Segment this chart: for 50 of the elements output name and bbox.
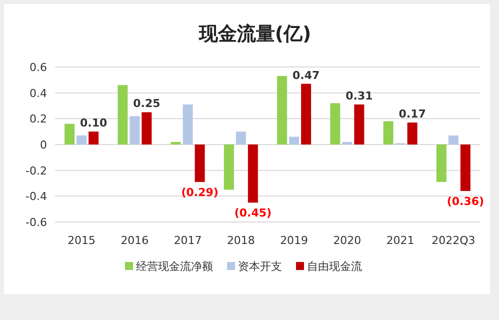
x-tick-label: 2018 [226, 234, 255, 247]
bar [170, 142, 181, 144]
bar [407, 122, 418, 144]
data-label: (0.36) [446, 195, 484, 208]
bar [460, 144, 470, 191]
x-tick-label: 2016 [120, 234, 149, 247]
bar [224, 144, 234, 190]
data-label: (0.29) [181, 186, 218, 199]
bar [236, 132, 246, 144]
bar [342, 142, 352, 144]
x-tick-label: 2021 [386, 234, 414, 247]
legend-label: 自由现金流 [307, 260, 362, 273]
chart-title: 现金流量(亿) [198, 23, 312, 45]
bar [436, 144, 446, 182]
legend-label: 经营现金流净额 [136, 260, 213, 273]
y-tick-label: 0.4 [30, 86, 47, 100]
bar [448, 135, 458, 144]
bar [142, 112, 152, 144]
data-label: 0.25 [133, 97, 160, 110]
bar [194, 144, 205, 182]
bar [64, 124, 75, 144]
x-tick-label: 2015 [68, 234, 96, 247]
x-tick-label: 2022Q3 [432, 234, 476, 247]
bar [289, 136, 300, 144]
bar [88, 132, 99, 144]
bar [301, 84, 312, 144]
bar [354, 104, 364, 144]
data-label: (0.45) [234, 206, 272, 220]
bar [76, 135, 87, 144]
bar [330, 103, 340, 144]
data-label: 0.17 [398, 108, 426, 121]
x-tick-label: 2020 [333, 234, 362, 247]
x-tick-label: 2017 [174, 234, 202, 247]
legend-label: 资本开支 [238, 260, 282, 273]
data-label: 0.10 [80, 116, 108, 130]
bar [182, 104, 193, 144]
bar [130, 116, 140, 144]
y-tick-label: 0.6 [30, 61, 47, 74]
bar [383, 121, 394, 144]
bar [118, 85, 128, 144]
bar [248, 144, 258, 203]
data-label: 0.47 [292, 68, 320, 82]
y-tick-label: -0.2 [26, 164, 47, 178]
y-tick-label: 0 [40, 138, 47, 152]
data-label: 0.31 [346, 89, 373, 102]
y-tick-label: -0.6 [26, 216, 47, 229]
y-tick-label: -0.4 [26, 190, 47, 204]
y-tick-label: 0.2 [30, 112, 47, 126]
bar [277, 76, 288, 144]
x-tick-label: 2019 [280, 234, 308, 247]
